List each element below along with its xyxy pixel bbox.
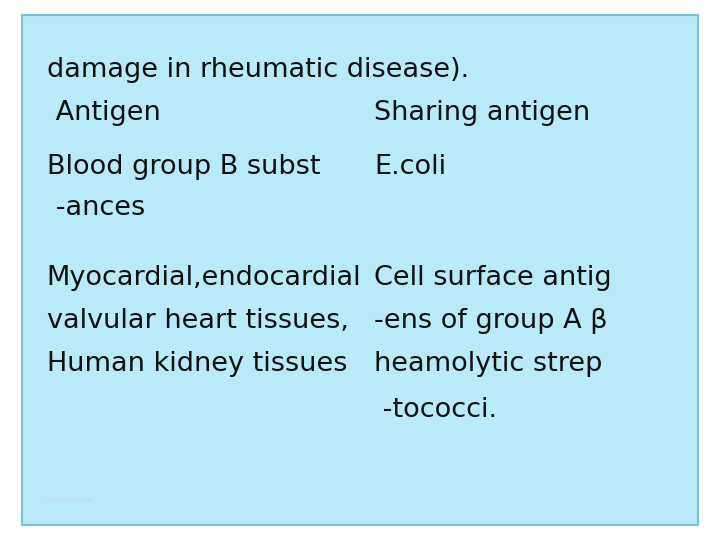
Text: Antigen: Antigen — [47, 100, 161, 126]
Text: Human kidney tissues: Human kidney tissues — [47, 351, 347, 377]
Text: heamolytic strep: heamolytic strep — [374, 351, 603, 377]
Text: -ances: -ances — [47, 195, 145, 221]
Text: E.coli: E.coli — [374, 154, 446, 180]
Text: damage in rheumatic disease).: damage in rheumatic disease). — [47, 57, 469, 83]
Text: Cell surface antig: Cell surface antig — [374, 265, 612, 291]
Text: Myocardial,endocardial: Myocardial,endocardial — [47, 265, 361, 291]
Text: -ens of group A β: -ens of group A β — [374, 308, 608, 334]
Text: -tococci.: -tococci. — [374, 397, 498, 423]
Text: Sharing antigen: Sharing antigen — [374, 100, 590, 126]
FancyBboxPatch shape — [22, 15, 698, 525]
Text: valvular heart tissues,: valvular heart tissues, — [47, 308, 348, 334]
Text: Blood group B subst: Blood group B subst — [47, 154, 320, 180]
